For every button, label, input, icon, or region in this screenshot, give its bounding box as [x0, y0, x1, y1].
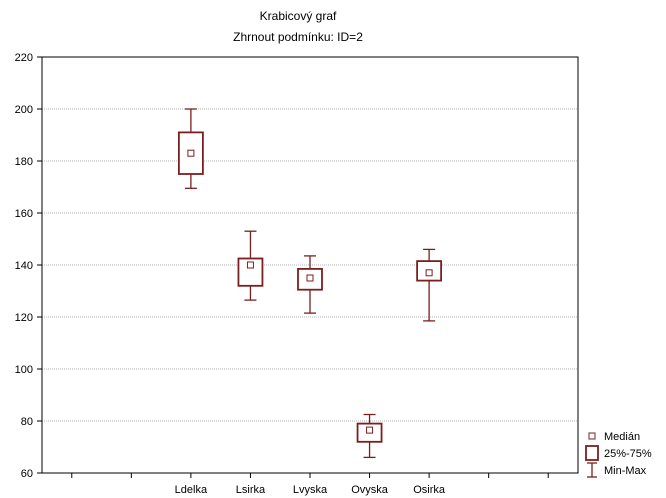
box-osirka: [416, 248, 443, 322]
box-lsirka: [237, 230, 264, 301]
y-tick-label: 180: [15, 156, 33, 168]
box-lvyska: [297, 255, 323, 314]
box-ovyska: [356, 413, 383, 459]
y-tick-label: 80: [21, 416, 33, 428]
median-marker: [306, 274, 314, 282]
y-tick-label: 160: [15, 208, 33, 220]
x-tick-label: Lvyska: [293, 484, 328, 496]
chart-title: Krabicový graf: [259, 9, 337, 23]
y-tick-label: 120: [15, 312, 33, 324]
y-tick-label: 60: [21, 468, 33, 480]
chart-subtitle: Zhrnout podmínku: ID=2: [233, 30, 363, 44]
x-tick-label: Ovyska: [351, 484, 389, 496]
legend-item: 25%-75%: [585, 445, 652, 461]
y-tick-label: 220: [15, 52, 33, 64]
legend-box-icon: [585, 445, 599, 461]
median-marker: [425, 269, 433, 277]
median-marker: [246, 261, 254, 269]
box-ldelka: [177, 108, 204, 189]
boxes: [177, 108, 443, 459]
legend-item: Min-Max: [587, 462, 647, 478]
x-tick-label: Osirka: [413, 484, 446, 496]
legend-label: 25%-75%: [604, 448, 652, 460]
median-marker: [366, 426, 374, 434]
x-tick-label: Lsirka: [236, 484, 266, 496]
legend: Medián 25%-75% Min-Max: [585, 431, 652, 478]
legend-item: Medián: [588, 431, 640, 443]
y-tick-label: 200: [15, 104, 33, 116]
median-marker: [187, 149, 195, 157]
legend-label: Medián: [604, 431, 640, 443]
legend-label: Min-Max: [604, 465, 647, 477]
y-tick-label: 100: [15, 364, 33, 376]
y-tick-label: 140: [15, 260, 33, 272]
legend-median-icon: [588, 432, 596, 440]
x-tick-label: Ldelka: [175, 484, 208, 496]
iqr-box: [237, 257, 264, 287]
y-axis: 60 80 100 120 140 160 180 200 220: [15, 52, 42, 480]
x-axis: Ldelka Lsirka Lvyska Ovyska Osirka: [71, 473, 549, 496]
